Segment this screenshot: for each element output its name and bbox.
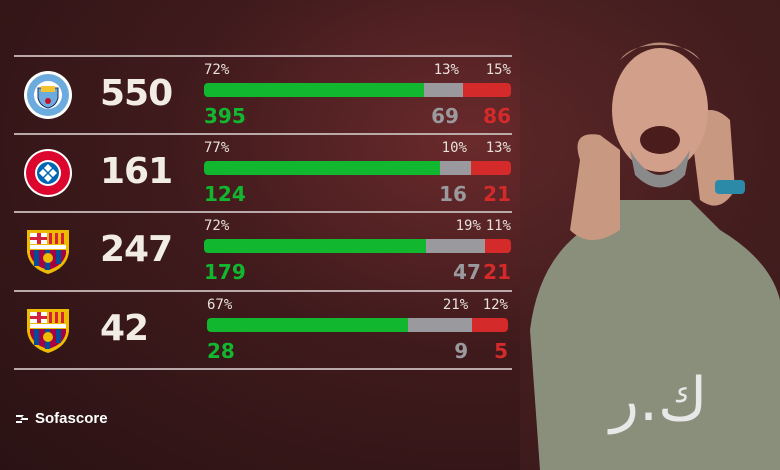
pct-label-0: 77% xyxy=(204,140,230,156)
pct-label-0: 67% xyxy=(207,297,233,313)
bar-segment-1 xyxy=(440,161,471,175)
total-value: 42 xyxy=(100,308,149,349)
bar-segment-0 xyxy=(204,161,441,175)
bar-segment-1 xyxy=(424,83,463,97)
bar-segment-2 xyxy=(470,161,511,175)
bar-segment-2 xyxy=(472,318,508,332)
stacked-bar xyxy=(204,83,511,97)
stacked-bar xyxy=(207,318,508,332)
value-label-1: 16 xyxy=(439,182,467,206)
row-divider xyxy=(14,290,512,292)
pct-label-0: 72% xyxy=(204,62,230,78)
pct-label-2: 15% xyxy=(485,62,511,78)
pct-label-2: 12% xyxy=(482,297,508,313)
bar-segment-0 xyxy=(207,318,408,332)
team-row: 550 72% 13% 15% 395 69 86 xyxy=(0,57,520,135)
barcelona-crest-icon xyxy=(27,309,69,353)
bar-segment-0 xyxy=(204,239,427,253)
value-label-1: 69 xyxy=(431,104,459,128)
sofascore-logo: Sofascore xyxy=(14,410,108,427)
pct-label-1: 13% xyxy=(433,62,459,78)
value-label-1: 9 xyxy=(454,339,469,363)
team-row: 161 77% 10% 13% 124 16 21 xyxy=(0,135,520,213)
value-label-2: 86 xyxy=(483,104,511,128)
stacked-bar xyxy=(204,161,511,175)
row-divider xyxy=(14,133,512,135)
value-label-2: 5 xyxy=(494,339,508,363)
pct-label-2: 13% xyxy=(485,140,511,156)
barcelona-crest-icon xyxy=(27,230,69,274)
team-row: 42 67% 21% 12% 28 9 5 xyxy=(0,292,520,370)
row-divider xyxy=(14,211,512,213)
pct-label-1: 19% xyxy=(455,218,481,234)
pct-label-0: 72% xyxy=(204,218,230,234)
pct-label-1: 21% xyxy=(442,297,469,313)
bar-segment-0 xyxy=(204,83,425,97)
value-label-2: 21 xyxy=(483,260,511,284)
watermark-logo: ك.ر xyxy=(607,365,708,435)
coach-photo: ك.ر xyxy=(520,0,780,470)
value-label-0: 395 xyxy=(204,104,246,128)
value-label-0: 28 xyxy=(207,339,235,363)
row-divider xyxy=(14,368,512,370)
value-label-0: 124 xyxy=(204,182,246,206)
bar-segment-1 xyxy=(407,318,473,332)
total-value: 550 xyxy=(100,73,173,114)
value-label-2: 21 xyxy=(483,182,511,206)
value-label-1: 47 xyxy=(453,260,481,284)
brand-name: Sofascore xyxy=(35,410,108,427)
sofascore-icon xyxy=(16,414,28,423)
team-row: 247 72% 19% 11% 179 47 21 xyxy=(0,213,520,291)
pct-label-2: 11% xyxy=(485,218,511,234)
row-divider xyxy=(14,55,512,57)
total-value: 161 xyxy=(100,151,173,192)
bayern-crest-icon xyxy=(24,149,72,197)
value-label-0: 179 xyxy=(204,260,246,284)
man-city-crest-icon xyxy=(24,71,72,119)
stacked-bar xyxy=(204,239,511,253)
bar-segment-2 xyxy=(463,83,511,97)
total-value: 247 xyxy=(100,229,173,270)
bar-segment-1 xyxy=(426,239,485,253)
pct-label-1: 10% xyxy=(441,140,467,156)
bar-segment-2 xyxy=(484,239,511,253)
